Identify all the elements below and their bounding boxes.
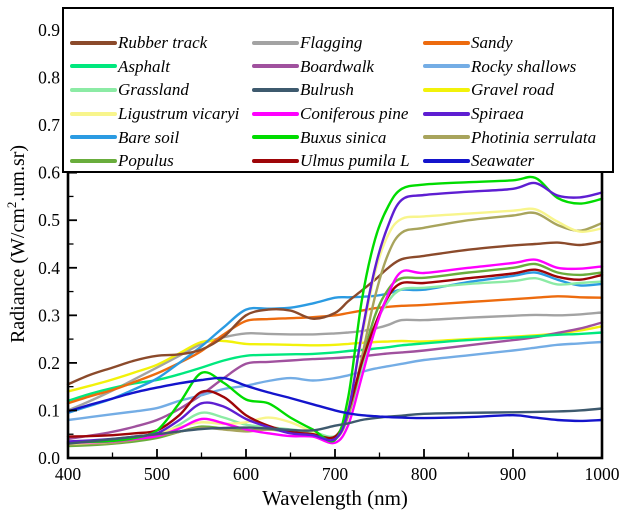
legend-swatch-icon xyxy=(252,87,299,92)
legend-swatch-icon xyxy=(70,111,117,116)
x-tick-label: 600 xyxy=(233,464,260,484)
x-tick-label: 400 xyxy=(55,464,82,484)
legend-item-boardwalk: Boardwalk xyxy=(252,55,423,79)
legend-swatch-icon xyxy=(70,158,117,163)
legend-item-ulmus-pumila-l: Ulmus pumila L xyxy=(252,149,423,173)
legend-item-flagging: Flagging xyxy=(252,31,423,55)
series-line-populus xyxy=(66,262,604,448)
legend-item-bulrush: Bulrush xyxy=(252,78,423,102)
legend-swatch-icon xyxy=(252,40,299,45)
legend-label: Rubber track xyxy=(118,33,208,53)
series-line-asphalt xyxy=(66,331,604,403)
legend-item-rocky-shallows: Rocky shallows xyxy=(423,55,610,79)
legend-item-gravel-road: Gravel road xyxy=(423,78,610,102)
y-axis-title: Radiance (W/cm2.um.sr) xyxy=(4,144,29,344)
legend-label: Populus xyxy=(118,151,174,171)
y-tick-label: 0.1 xyxy=(38,400,60,420)
legend-label: Asphalt xyxy=(118,56,170,76)
series-line-buxus-sinica xyxy=(66,175,604,444)
legend-label: Bare soil xyxy=(118,127,180,147)
legend-label: Bulrush xyxy=(300,80,354,100)
legend-item-populus: Populus xyxy=(70,149,252,173)
legend-label: Rocky shallows xyxy=(471,56,577,76)
y-tick-label: 0.7 xyxy=(38,115,60,135)
series-line-flagging xyxy=(66,311,604,412)
series-line-boardwalk xyxy=(66,321,604,441)
legend-swatch-icon xyxy=(70,64,117,69)
series-line-grassland xyxy=(66,276,604,445)
legend-item-coniferous-pine: Coniferous pine xyxy=(252,102,423,126)
legend-item-photinia-serrulata: Photinia serrulata xyxy=(423,125,610,149)
series-line-rubber-track xyxy=(66,240,604,386)
legend-swatch-icon xyxy=(423,64,470,69)
legend-item-ligustrum-vicaryi: Ligustrum vicaryi xyxy=(70,102,252,126)
legend-label: Seawater xyxy=(471,151,535,171)
x-tick-label: 700 xyxy=(322,464,349,484)
series-line-bulrush xyxy=(66,407,604,445)
legend-label: Photinia serrulata xyxy=(471,127,597,147)
y-tick-label: 0.5 xyxy=(38,210,60,230)
legend-label: Ligustrum vicaryi xyxy=(118,104,240,124)
y-tick-label: 0.3 xyxy=(38,305,60,325)
legend-label: Ulmus pumila L xyxy=(300,151,410,171)
series-line-bare-soil xyxy=(66,271,604,414)
legend-swatch-icon xyxy=(423,158,470,163)
x-tick-label: 800 xyxy=(411,464,438,484)
legend-label: Spiraea xyxy=(471,104,524,124)
legend-swatch-icon xyxy=(70,135,117,140)
series-line-sandy xyxy=(66,295,604,405)
legend-label: Buxus sinica xyxy=(300,127,387,147)
legend-label: Flagging xyxy=(300,33,363,53)
y-tick-label: 0.0 xyxy=(38,448,60,468)
legend-label: Coniferous pine xyxy=(300,104,409,124)
y-tick-label: 0.4 xyxy=(38,258,60,278)
legend-item-grassland: Grassland xyxy=(70,78,252,102)
legend-label: Sandy xyxy=(471,33,513,53)
y-tick-label: 0.9 xyxy=(38,20,60,40)
legend-swatch-icon xyxy=(70,40,117,45)
legend-swatch-icon xyxy=(252,111,299,116)
legend-swatch-icon xyxy=(252,158,299,163)
legend-item-spiraea: Spiraea xyxy=(423,102,610,126)
legend-swatch-icon xyxy=(423,111,470,116)
x-tick-label: 1000 xyxy=(585,464,620,484)
legend-label: Gravel road xyxy=(471,80,554,100)
legend-item-bare-soil: Bare soil xyxy=(70,125,252,149)
legend-box: Rubber track Flagging Sandy Asphalt Boardwal… xyxy=(62,7,614,173)
legend-item-seawater: Seawater xyxy=(423,149,610,173)
series-line-rocky-shallows xyxy=(66,340,604,422)
series-line-coniferous-pine xyxy=(66,258,604,445)
legend-item-rubber-track: Rubber track xyxy=(70,31,252,55)
legend-swatch-icon xyxy=(252,64,299,69)
legend-swatch-icon xyxy=(423,40,470,45)
legend-swatch-icon xyxy=(70,87,117,92)
y-tick-label: 0.6 xyxy=(38,163,60,183)
legend-swatch-icon xyxy=(423,87,470,92)
legend-item-buxus-sinica: Buxus sinica xyxy=(252,125,423,149)
legend-swatch-icon xyxy=(423,135,470,140)
legend-swatch-icon xyxy=(252,135,299,140)
x-tick-label: 500 xyxy=(144,464,171,484)
legend-label: Grassland xyxy=(118,80,189,100)
legend-label: Boardwalk xyxy=(300,56,374,76)
y-tick-label: 0.8 xyxy=(38,68,60,88)
x-tick-label: 900 xyxy=(500,464,527,484)
y-tick-label: 0.2 xyxy=(38,353,60,373)
legend-item-sandy: Sandy xyxy=(423,31,610,55)
legend-item-asphalt: Asphalt xyxy=(70,55,252,79)
x-axis-title: Wavelength (nm) xyxy=(262,486,408,510)
series-line-seawater xyxy=(66,376,604,423)
